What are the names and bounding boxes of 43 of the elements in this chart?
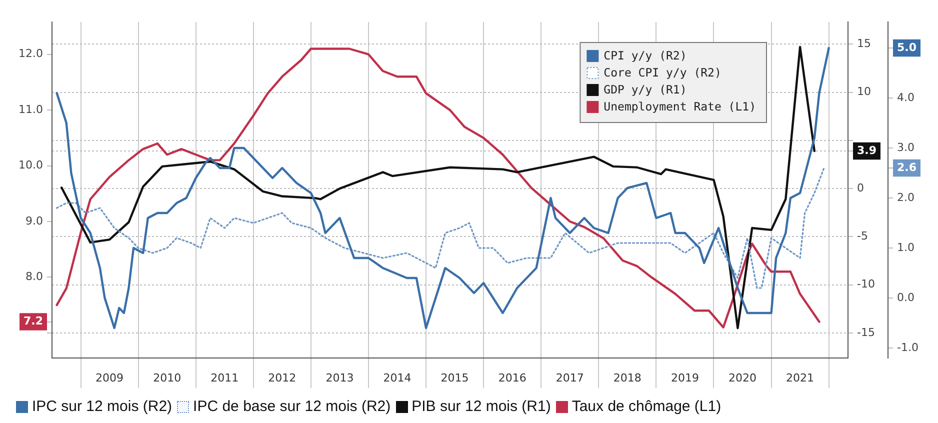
text: IPC sur 12 mois (R2): [32, 398, 172, 415]
legend-label: GDP y/y (R1): [604, 82, 687, 96]
y3-tick-label: 5.0: [897, 40, 917, 54]
legend-label: Unemployment Rate (L1): [604, 99, 756, 114]
y-tick-label: 9.0: [26, 214, 43, 228]
y2-tick-label: -5: [857, 230, 868, 243]
legend-label: CPI y/y (R2): [604, 48, 687, 62]
legend-label: Core CPI y/y (R2): [604, 65, 722, 80]
y2-tick-label: -10: [857, 278, 875, 291]
x-tick-label: 2016: [498, 371, 526, 384]
text: IPC de base sur 12 mois (R2): [193, 398, 391, 415]
x-tick-label: 2018: [613, 371, 642, 384]
x-tick-label: 2009: [96, 371, 124, 384]
x-tick-label: 2012: [268, 371, 296, 384]
text: PIB sur 12 mois (R1): [412, 398, 551, 415]
x-tick-label: 2017: [556, 371, 584, 384]
y2-tick-label: 10: [857, 85, 871, 98]
x-tick-label: 2015: [440, 371, 469, 384]
y-tick-label: 8.0: [26, 270, 43, 284]
y3-tick-label: -1.0: [897, 340, 918, 354]
x-tick-label: 2020: [728, 371, 757, 384]
x-tick-label: 2011: [210, 371, 239, 384]
y3-tick-label: 2.6: [897, 160, 917, 174]
y3-tick-label: 1.0: [897, 240, 914, 254]
y-tick-label: 10.0: [18, 158, 43, 172]
y2-tick-label: 3.9: [857, 144, 876, 157]
y2-tick-label: 0: [857, 181, 864, 194]
y2-tick-label: 15: [857, 37, 871, 50]
y3-tick-label: 3.0: [897, 140, 914, 154]
y-tick-label: 7.2: [24, 314, 43, 328]
x-tick-label: 2013: [326, 371, 354, 384]
y-tick-label: 12.0: [18, 47, 43, 60]
x-tick-label: 2019: [670, 371, 699, 384]
y3-tick-label: 2.0: [897, 190, 914, 204]
text: Taux de chômage (L1): [572, 398, 722, 415]
line-series: [56, 167, 825, 289]
y3-tick-label: 0.0: [897, 290, 914, 304]
y3-tick-label: 4.0: [897, 90, 914, 104]
y2-tick-label: -15: [857, 326, 875, 339]
y-tick-label: 11.0: [18, 102, 43, 116]
x-tick-label: 2010: [153, 371, 182, 384]
x-tick-label: 2014: [383, 371, 412, 384]
x-tick-label: 2021: [786, 371, 814, 384]
